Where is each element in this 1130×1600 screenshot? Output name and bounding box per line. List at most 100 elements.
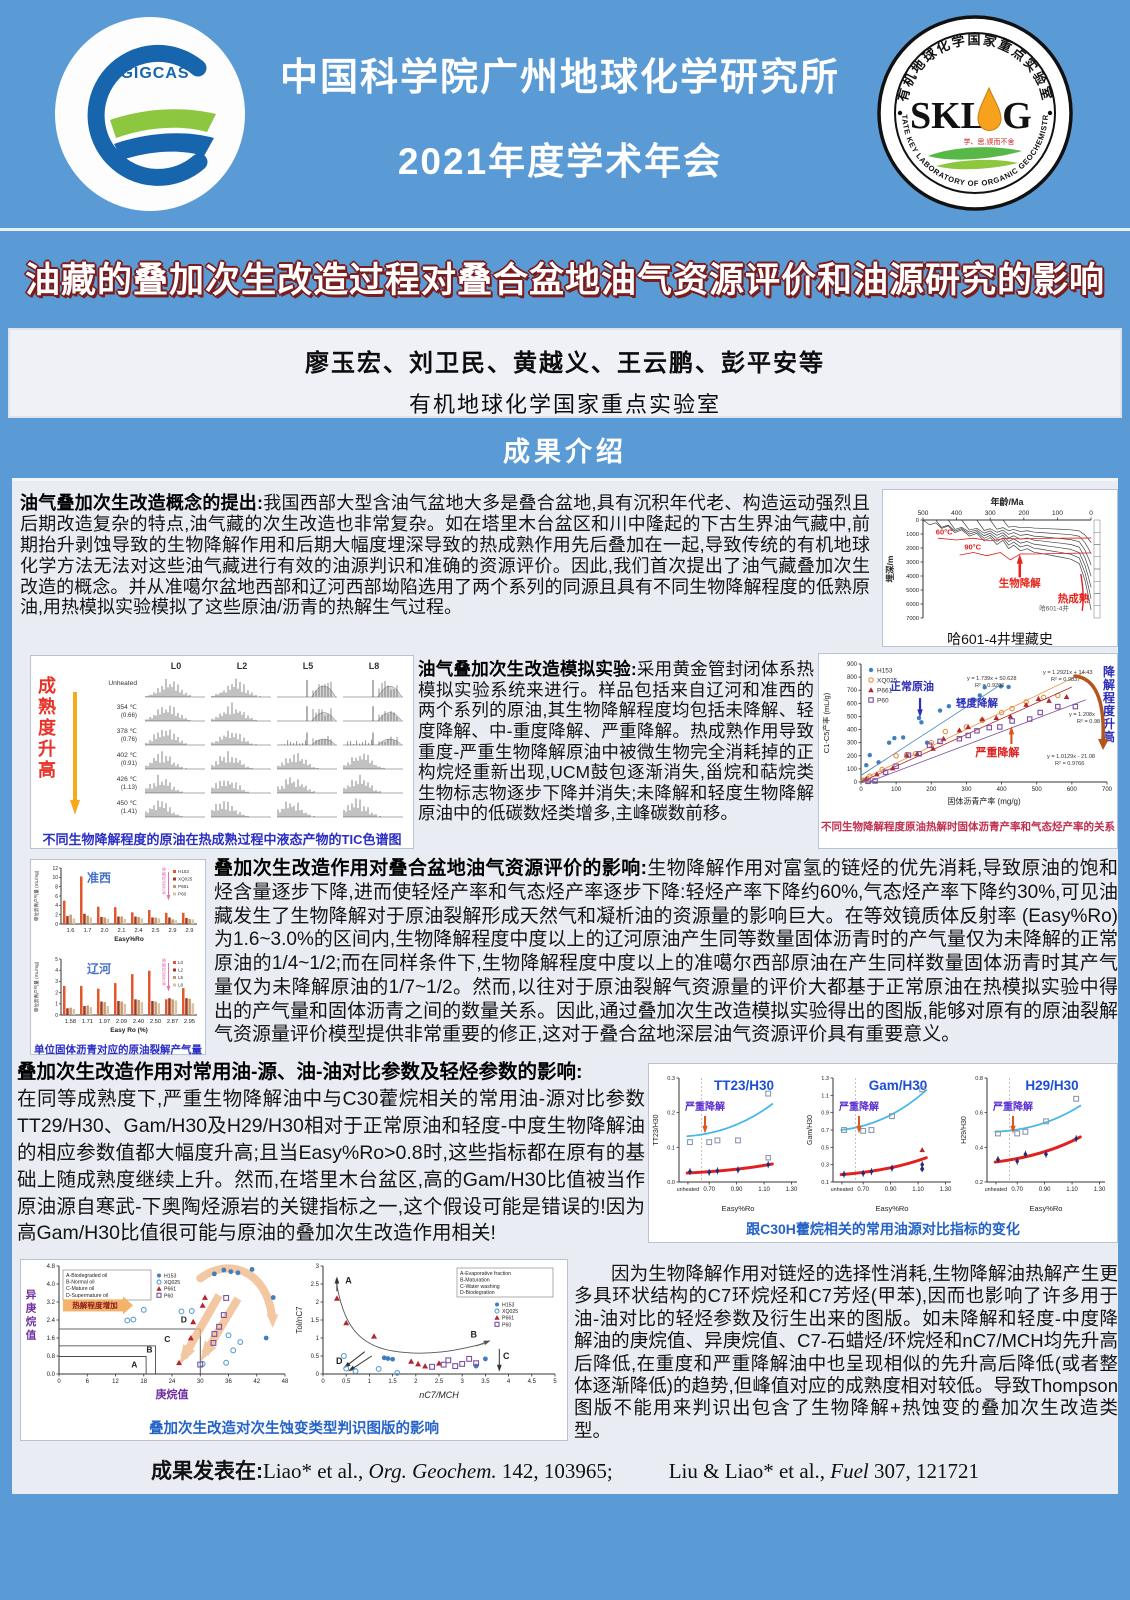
svg-text:2.5: 2.5 [435,1379,444,1385]
svg-text:800: 800 [847,675,858,681]
svg-text:400: 400 [951,510,962,517]
svg-text:100: 100 [847,767,858,773]
pub-ref2-num: 307, 121721 [868,1459,980,1483]
svg-text:1.3: 1.3 [821,1076,829,1082]
tic-caption: 不同生物降解程度的原油在热成熟过程中液态产物的TIC色谱图 [42,832,402,847]
bars-zhunxi: 0 2 4 6 8 10 12 1.6 1.7 2.0 2.1 2.4 2.5 2.9 2.9 Easy%Ro… [31,860,205,951]
svg-text:L2: L2 [237,661,248,671]
svg-text:400: 400 [997,787,1008,793]
poster-title: 油藏的叠加次生改造过程对叠合盆地油气资源评价和油源研究的影响 [24,261,1105,300]
svg-text:2.9: 2.9 [185,928,193,934]
svg-text:500: 500 [847,714,858,720]
svg-text:4.0: 4.0 [47,1282,56,1288]
svg-text:1000: 1000 [906,532,919,538]
svg-text:0.7: 0.7 [821,1128,829,1134]
svg-text:哈601-4井: 哈601-4井 [1039,603,1069,612]
svg-text:1: 1 [55,1002,58,1008]
svg-text:A: A [345,1275,352,1285]
svg-text:0.70: 0.70 [703,1187,715,1193]
svg-text:unheated: unheated [677,1187,699,1193]
thompson-series [124,1306,244,1367]
svg-text:8: 8 [55,884,58,890]
paragraph-resource-lead: 叠加次生改造作用对叠合盆地油气资源评价的影响: [214,858,647,879]
svg-text:降解程度升高: 降解程度升高 [162,866,167,896]
sklog-logo: 有机地球化学国家重点实验室 STATE KEY LABORATORY OF OR… [876,14,1073,211]
paragraph-biomarker-lead: 叠加次生改造作用对常用油-源、油-油对比参数及轻烃参数的影响: [17,1061,583,1083]
svg-text:(0.91): (0.91) [121,760,137,767]
svg-text:0: 0 [859,787,863,793]
burial-chart: 500 400 300 200 100 0 年龄/Ma 0 1000 2000 3000 4000 50… [883,490,1117,629]
burial-caption: 哈601-4井埋藏史 [947,631,1053,647]
svg-text:2: 2 [55,912,58,918]
tol-series [340,1353,401,1376]
svg-text:0.8: 0.8 [47,1354,56,1360]
hopane-plot-H29-H30: unheated 0.70 0.90 1.10 1.30 0.2 0.4 0.6 0.8 H29/… [961,1076,1106,1213]
svg-text:4: 4 [55,903,58,909]
svg-text:2.5: 2.5 [311,1282,320,1288]
gas-caption: 不同生物降解程度原油热解时固体沥青产率和气态烃产率的关系 [821,821,1115,833]
svg-text:unheated: unheated [985,1187,1007,1193]
svg-text:A-Evaporative fraction: A-Evaporative fraction [460,1271,511,1277]
svg-text:C-Mature oil: C-Mature oil [66,1286,94,1292]
svg-text:48: 48 [282,1379,289,1385]
svg-text:4.5: 4.5 [528,1379,537,1385]
org-name: 中国科学院广州地球化学研究所 [279,57,840,99]
svg-text:600: 600 [1067,787,1078,793]
sklog-g-text: G [1002,95,1032,137]
svg-text:2.9: 2.9 [168,928,176,934]
svg-text:0: 0 [916,518,919,524]
sklog-dot-right [1047,110,1053,116]
tol-series [333,1295,442,1369]
svg-text:12: 12 [52,866,58,872]
svg-text:1.58: 1.58 [65,1019,76,1025]
svg-text:埋深/m: 埋深/m [885,555,895,582]
svg-text:P60: P60 [178,892,187,897]
svg-text:0.0: 0.0 [47,1372,56,1378]
svg-text:(0.66): (0.66) [121,712,137,719]
svg-text:0.5: 0.5 [342,1379,351,1385]
svg-text:36: 36 [225,1379,232,1385]
svg-text:1.6: 1.6 [66,928,74,934]
svg-text:(0.76): (0.76) [121,736,137,743]
svg-text:C: C [164,1334,170,1344]
svg-text:Easy%Ro: Easy%Ro [1030,1204,1063,1213]
affiliation-line: 有机地球化学国家重点实验室 [408,392,721,417]
content-panel: 油气叠加次生改造概念的提出:我国西部大型含油气盆地大多是叠合盆地,具有沉积年代老… [12,478,1118,1494]
svg-text:6: 6 [86,1379,90,1385]
svg-text:A: A [131,1359,137,1369]
svg-text:Gam/H30: Gam/H30 [869,1078,928,1093]
svg-text:Easy Ro (%): Easy Ro (%) [110,1027,148,1034]
gigcas-text: GIGCAS [120,65,189,82]
sklog-outer-ring [877,15,1073,211]
paragraph-experiment-lead: 油气叠加次生改造模拟实验: [418,659,637,679]
svg-text:500: 500 [1032,787,1043,793]
svg-text:4000: 4000 [906,574,919,580]
svg-text:L2: L2 [178,968,184,973]
svg-text:1: 1 [368,1379,372,1385]
org-title: 中国科学院广州地球化学研究所 2021年度学术年会 [262,0,858,226]
bars-caption: 单位固体沥青对应的原油裂解产气量 [34,1044,202,1056]
svg-text:异庚烷值: 异庚烷值 [26,1289,37,1342]
thompson-series [211,1266,276,1341]
svg-text:热成熟: 热成熟 [1058,592,1090,605]
section-header: 成果介绍 [503,437,627,467]
svg-text:200: 200 [1018,510,1029,517]
pub-ref1: Liao* et al., [262,1459,369,1483]
svg-text:B: B [471,1329,478,1339]
svg-text:42: 42 [253,1379,260,1385]
hopane-plot-Gam-H30: unheated 0.70 0.90 1.10 1.30 0.1 0.3 0.5 0.7 0.9 1… [807,1076,952,1213]
authors-panel: 廖玉宏、刘卫民、黄越义、王云鹏、彭平安等 有机地球化学国家重点实验室 [8,328,1122,418]
svg-text:100: 100 [891,787,902,793]
svg-text:500: 500 [918,510,929,517]
svg-text:L5: L5 [178,975,184,980]
svg-text:P60: P60 [877,698,889,705]
event-title: 2021年度学术年会 [397,141,723,182]
svg-text:H153: H153 [877,668,893,675]
svg-text:1: 1 [316,1336,320,1342]
svg-text:XQ025: XQ025 [877,678,898,685]
svg-text:5: 5 [553,1379,557,1385]
svg-text:固体沥青产率 (mg/g): 固体沥青产率 (mg/g) [947,796,1021,806]
svg-text:2.5: 2.5 [151,928,159,934]
header-divider [0,228,1130,231]
svg-text:0.1: 0.1 [821,1180,829,1186]
